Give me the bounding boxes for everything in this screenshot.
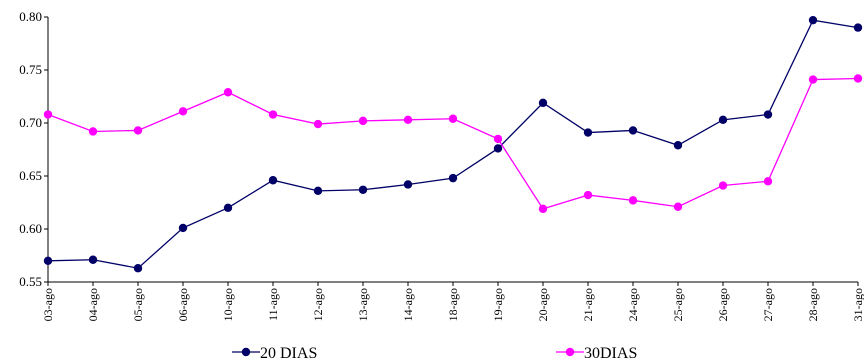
data-point [673, 141, 683, 150]
y-tick-label: 0.60 [19, 221, 42, 236]
legend-marker [565, 347, 575, 357]
x-tick-label: 26-ago [716, 288, 730, 321]
data-point [43, 256, 53, 265]
data-point [718, 181, 728, 190]
data-point [853, 23, 863, 32]
data-point [583, 190, 593, 200]
data-point [223, 203, 233, 212]
data-point [628, 196, 638, 205]
data-point [133, 126, 143, 135]
data-point [403, 180, 413, 189]
x-tick-label: 27-ago [761, 288, 775, 321]
data-point [538, 204, 548, 214]
legend-item: 20 DIAS [232, 345, 317, 362]
x-tick-label: 28-ago [806, 288, 820, 321]
data-point [178, 223, 188, 233]
data-point [268, 110, 278, 119]
x-tick-label: 12-ago [311, 288, 325, 321]
y-tick-label: 0.70 [19, 115, 42, 130]
data-point [808, 75, 818, 84]
series-2 [43, 74, 863, 214]
data-point [268, 176, 278, 185]
x-tick-label: 25-ago [671, 288, 685, 321]
x-tick-label: 19-ago [491, 288, 505, 321]
series-group [43, 15, 863, 273]
legend-label: 30DIAS [584, 345, 637, 362]
data-point [448, 173, 458, 183]
data-point [313, 186, 323, 196]
data-point [493, 134, 503, 144]
data-point [88, 127, 98, 136]
x-tick-label: 13-ago [356, 288, 370, 321]
data-point [43, 110, 53, 119]
data-point [358, 116, 368, 126]
data-point [313, 119, 323, 129]
data-point [853, 74, 863, 83]
data-point [763, 110, 773, 119]
x-tick-label: 11-ago [266, 288, 280, 321]
data-point [403, 115, 413, 125]
axes [47, 17, 858, 283]
series-line [47, 77, 859, 210]
y-axis-ticks: 0.55 0.60 0.65 0.70 0.75 0.80 [19, 9, 48, 289]
x-tick-label: 14-ago [401, 288, 415, 321]
data-point [358, 185, 368, 194]
x-tick-label: 03-ago [41, 288, 55, 321]
x-tick-label: 31-ago [851, 288, 864, 321]
x-tick-label: 24-ago [626, 288, 640, 321]
y-tick-label: 0.65 [19, 168, 42, 183]
data-point [88, 255, 98, 264]
data-point [718, 115, 728, 125]
x-tick-label: 10-ago [221, 288, 235, 321]
data-point [493, 144, 503, 153]
x-axis-ticks: 03-ago 04-ago 05-ago 06-ago 10-ago 11-ago 12-a… [41, 282, 864, 321]
data-point [808, 15, 818, 25]
data-point [673, 202, 683, 211]
series-line [47, 19, 859, 269]
x-tick-label: 21-ago [581, 288, 595, 321]
data-point [133, 264, 143, 273]
x-tick-label: 18-ago [446, 288, 460, 321]
legend-marker [241, 347, 251, 357]
data-point [583, 128, 593, 137]
x-tick-label: 20-ago [536, 288, 550, 321]
legend-item: 30DIAS [556, 345, 637, 362]
data-point [538, 98, 548, 108]
legend-label: 20 DIAS [260, 345, 317, 362]
x-tick-label: 05-ago [131, 288, 145, 321]
data-point [448, 114, 458, 123]
data-point [223, 88, 233, 97]
data-point [178, 107, 188, 116]
legend: 20 DIAS 30DIAS [232, 345, 637, 362]
series-1 [43, 15, 863, 273]
y-tick-label: 0.55 [19, 274, 42, 289]
y-tick-label: 0.75 [19, 62, 42, 77]
y-tick-label: 0.80 [19, 9, 42, 24]
data-point [763, 177, 773, 186]
x-tick-label: 06-ago [176, 288, 190, 321]
data-point [628, 126, 638, 135]
x-tick-label: 04-ago [86, 288, 100, 321]
